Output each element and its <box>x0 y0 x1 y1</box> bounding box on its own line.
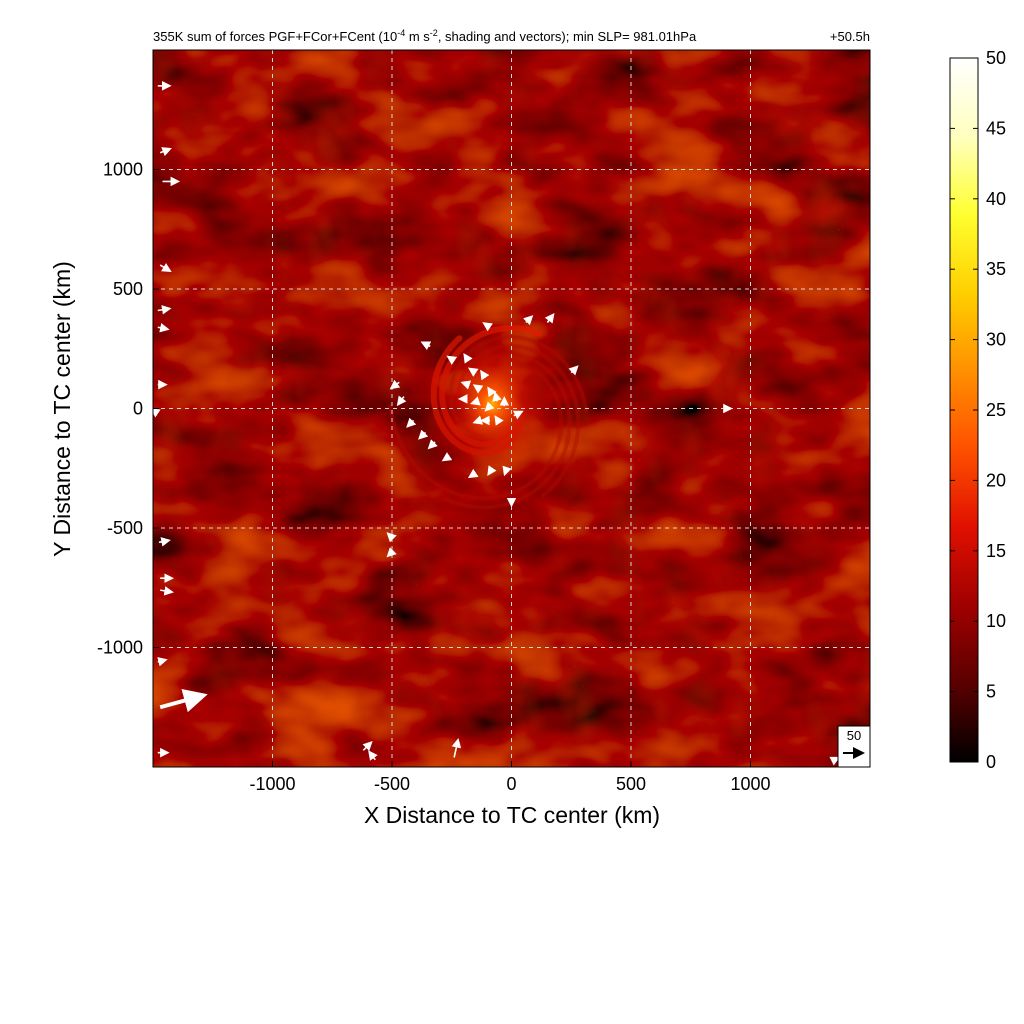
force-vector <box>467 468 479 479</box>
force-vector <box>427 439 438 450</box>
force-vector <box>472 415 484 425</box>
colorbar-tick-label: 50 <box>986 48 1006 68</box>
colorbar-tick-label: 5 <box>986 682 996 702</box>
colorbar-tick-label: 35 <box>986 259 1006 279</box>
x-tick-label: 0 <box>506 774 516 794</box>
force-vector <box>160 586 174 596</box>
force-vector <box>544 312 555 324</box>
colorbar: 0 5 10 15 20 25 30 35 40 45 50 <box>949 48 1006 772</box>
force-vector <box>362 740 373 752</box>
force-vector <box>502 465 512 477</box>
force-vector <box>487 465 497 476</box>
force-vector <box>451 737 462 758</box>
force-vector <box>512 410 524 420</box>
force-vector <box>484 401 495 412</box>
y-axis-title: Y Distance to TC center (km) <box>49 261 75 557</box>
force-vector <box>420 341 432 351</box>
colorbar-tick-label: 40 <box>986 189 1006 209</box>
force-vector <box>463 353 473 364</box>
force-vector <box>386 532 397 543</box>
force-vector <box>396 395 407 407</box>
force-vector <box>159 689 208 713</box>
colorbar-tick-label: 25 <box>986 400 1006 420</box>
force-vector <box>492 391 502 402</box>
reference-vector-label: 50 <box>847 728 861 743</box>
force-vector <box>441 452 453 462</box>
force-vector <box>523 315 534 326</box>
colorbar-tick-label: 15 <box>986 541 1006 561</box>
force-vector <box>460 380 472 390</box>
colorbar-tick-label: 0 <box>986 752 996 772</box>
force-vector <box>159 147 172 157</box>
plot-title: 355K sum of forces PGF+FCor+FCent (10-4 … <box>153 28 697 44</box>
x-tick-label: 500 <box>616 774 646 794</box>
y-tick-label: -1000 <box>97 638 143 658</box>
reference-vector-box: 50 <box>837 725 871 768</box>
y-tick-label: 0 <box>133 399 143 419</box>
force-vector <box>829 756 841 766</box>
x-tick-label: -1000 <box>249 774 295 794</box>
colorbar-ticks: 0 5 10 15 20 25 30 35 40 45 50 <box>950 48 1006 772</box>
force-vector <box>467 367 479 377</box>
force-vector <box>368 750 378 761</box>
x-tick-label: 1000 <box>730 774 770 794</box>
x-tick-label: -500 <box>374 774 410 794</box>
force-vector <box>487 386 497 398</box>
force-vector <box>568 365 579 376</box>
plot-area <box>153 50 870 767</box>
colorbar-tick-label: 45 <box>986 118 1006 138</box>
y-tick-label: -500 <box>107 518 143 538</box>
force-vector <box>157 657 168 667</box>
colorbar-tick-label: 20 <box>986 470 1006 490</box>
y-axis: -1000 -500 0 500 1000 <box>97 160 159 658</box>
force-vector <box>386 547 397 558</box>
force-vector <box>157 323 170 333</box>
force-vector <box>446 355 458 365</box>
x-axis: -1000 -500 0 500 1000 <box>249 761 771 794</box>
colorbar-tick-label: 10 <box>986 611 1006 631</box>
force-vector <box>494 415 504 426</box>
force-vector <box>389 379 401 390</box>
force-vector <box>157 305 172 315</box>
force-vector <box>470 396 481 406</box>
heatmap-core <box>422 323 563 484</box>
force-vector <box>159 262 172 273</box>
plot-time-label: +50.5h <box>830 29 870 44</box>
y-tick-label: 1000 <box>103 160 143 180</box>
force-vector <box>158 537 171 547</box>
force-vector <box>480 369 490 381</box>
force-vector <box>406 417 417 428</box>
y-tick-label: 500 <box>113 279 143 299</box>
colorbar-tick-label: 30 <box>986 330 1006 350</box>
x-axis-title: X Distance to TC center (km) <box>364 802 660 828</box>
force-vector <box>418 429 429 440</box>
force-vector <box>482 322 493 332</box>
force-vector <box>472 384 484 394</box>
